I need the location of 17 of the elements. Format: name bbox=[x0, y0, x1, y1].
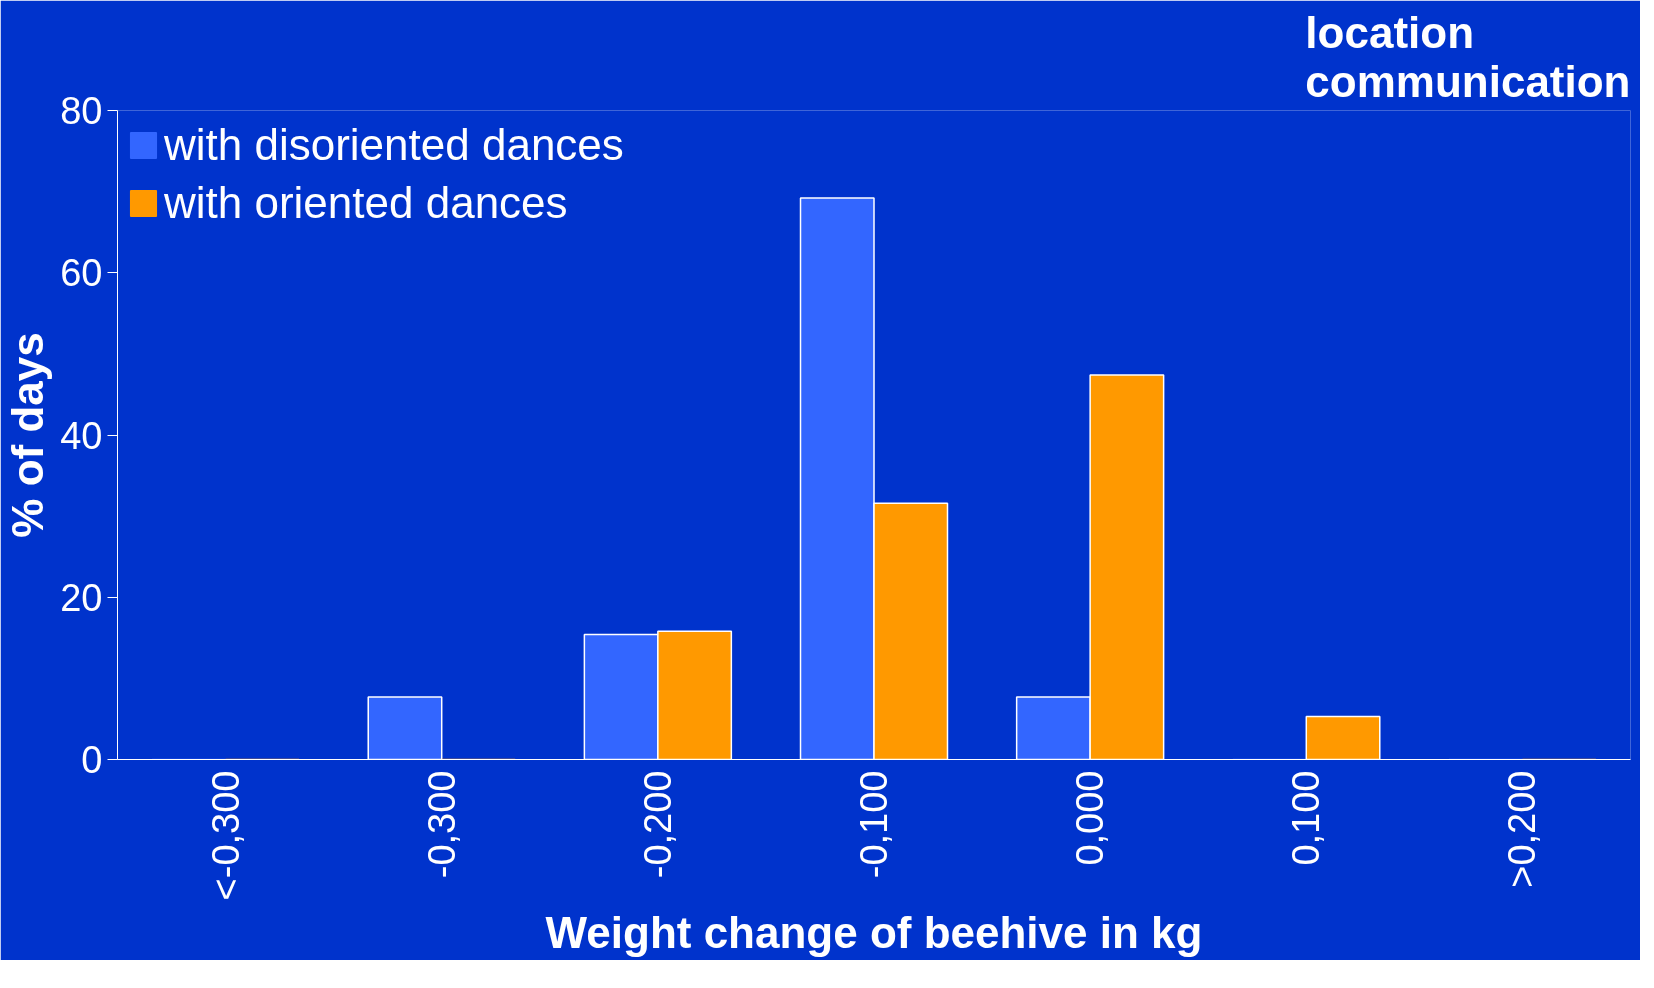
x-tick-label: >0,200 bbox=[1501, 770, 1544, 888]
y-tick-label: 0 bbox=[81, 739, 103, 781]
y-tick-label: 80 bbox=[60, 90, 103, 132]
x-tick-label: 0,100 bbox=[1285, 770, 1328, 866]
x-tick-label: -0,200 bbox=[636, 770, 679, 879]
legend-label: with oriented dances bbox=[164, 178, 568, 228]
y-tick-label: 20 bbox=[60, 576, 103, 619]
x-axis-title: Weight change of beehive in kg bbox=[545, 908, 1203, 958]
chart-title: location communication bbox=[1305, 7, 1631, 106]
x-tick-label: -0,300 bbox=[420, 770, 463, 879]
y-tick-label: 40 bbox=[60, 414, 103, 457]
y-tick-label: 60 bbox=[60, 252, 103, 295]
x-tick-label: -0,100 bbox=[853, 770, 895, 879]
x-tick-label: 0,000 bbox=[1069, 770, 1112, 866]
legend-label: with disoriented dances bbox=[164, 120, 624, 170]
y-axis-title: % of days bbox=[3, 332, 53, 538]
x-tick-label: <-0,300 bbox=[204, 770, 247, 901]
